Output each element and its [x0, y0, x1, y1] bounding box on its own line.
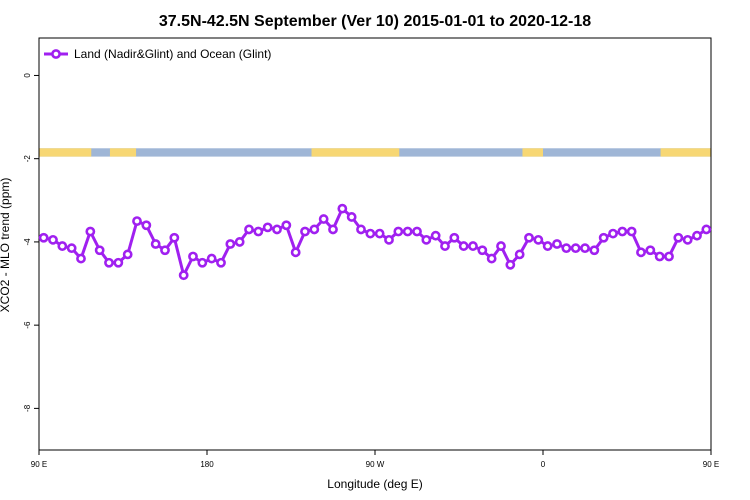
- data-point: [262, 222, 273, 233]
- data-point: [318, 214, 329, 224]
- plot-area: 0 -2 -4 -6 -8 90 E 180 90 W 0 90 E Land (Nadir&Gli…: [23, 37, 719, 469]
- data-point: [468, 241, 478, 251]
- data-point: [402, 226, 413, 237]
- data-point: [393, 226, 404, 237]
- data-point: [337, 203, 348, 214]
- data-point: [290, 247, 301, 258]
- data-point: [692, 230, 702, 241]
- data-point: [505, 259, 516, 270]
- data-point: [384, 234, 394, 245]
- data-point: [580, 243, 590, 254]
- data-point: [244, 224, 254, 235]
- data-point: [514, 249, 525, 260]
- data-point: [66, 243, 77, 254]
- data-point: [253, 226, 264, 237]
- data-point: [197, 257, 208, 268]
- data-point: [85, 226, 96, 237]
- chart-title: 37.5N-42.5N September (Ver 10) 2015-01-0…: [159, 13, 591, 30]
- series-line: [43, 207, 708, 277]
- data-point: [216, 257, 226, 268]
- data-point: [272, 224, 282, 235]
- data-point: [374, 228, 385, 239]
- data-point: [430, 230, 441, 241]
- y-tick-label: 0: [23, 73, 32, 78]
- x-tick-label: 0: [541, 460, 546, 469]
- data-point: [440, 241, 450, 251]
- data-point: [682, 234, 693, 245]
- x-tick-label: 90 W: [366, 460, 385, 469]
- data-point: [365, 228, 376, 239]
- land-segment: [660, 148, 711, 157]
- data-point: [598, 232, 609, 243]
- data-point: [645, 245, 656, 256]
- x-axis-label: Longitude (deg E): [327, 477, 422, 491]
- data-point: [206, 253, 217, 264]
- data-point: [617, 226, 628, 237]
- data-point: [150, 239, 161, 249]
- data-point: [458, 241, 469, 251]
- data-point: [48, 234, 58, 245]
- y-tick-label: -8: [23, 404, 32, 412]
- data-point: [570, 243, 581, 254]
- data-point: [412, 226, 422, 237]
- data-point: [673, 232, 684, 243]
- land-segment: [522, 148, 543, 157]
- data-point: [477, 245, 488, 256]
- land-segment: [109, 148, 137, 157]
- data-point: [654, 251, 665, 262]
- data-point: [533, 234, 544, 245]
- data-point: [104, 257, 114, 268]
- data-point: [122, 249, 133, 260]
- data-point: [234, 237, 245, 247]
- data-point: [626, 226, 637, 237]
- data-point: [160, 245, 170, 256]
- data-point: [300, 226, 310, 237]
- data-point: [356, 224, 366, 235]
- y-axis-label: XCO2 - MLO trend (ppm): [0, 178, 12, 313]
- data-point: [486, 253, 497, 264]
- data-point: [94, 245, 105, 256]
- data-point: [57, 241, 68, 251]
- data-point: [421, 234, 432, 245]
- data-point: [496, 241, 506, 251]
- data-point: [281, 220, 292, 231]
- data-point: [141, 220, 152, 231]
- data-point: [542, 241, 553, 251]
- data-point: [524, 232, 534, 243]
- legend-label: Land (Nadir&Glint) and Ocean (Glint): [74, 47, 271, 61]
- data-point: [38, 232, 49, 243]
- x-tick-label: 180: [200, 460, 214, 469]
- data-point: [552, 239, 562, 249]
- x-tick-label: 90 E: [31, 460, 47, 469]
- legend-swatch-marker: [51, 49, 61, 59]
- data-point: [169, 232, 180, 243]
- data-point: [449, 232, 460, 243]
- data-point: [664, 251, 674, 262]
- plot-frame: [38, 37, 712, 451]
- data-point: [589, 245, 600, 256]
- data-point: [701, 224, 712, 235]
- land-segment: [311, 148, 400, 157]
- data-point: [132, 216, 142, 227]
- y-tick-label: -2: [23, 155, 32, 163]
- data-point: [346, 212, 357, 222]
- x-tick-label: 90 E: [703, 460, 719, 469]
- data-point: [188, 251, 198, 262]
- data-point: [636, 247, 646, 258]
- data-point: [178, 270, 189, 281]
- data-point: [309, 224, 320, 235]
- data-point: [76, 253, 86, 264]
- y-tick-label: -4: [23, 238, 32, 246]
- y-tick-label: -6: [23, 321, 32, 329]
- data-point: [561, 243, 572, 254]
- data-point: [113, 257, 124, 268]
- data-point: [225, 239, 236, 249]
- data-point: [608, 228, 618, 239]
- land-segment: [39, 148, 92, 157]
- data-point: [328, 224, 338, 235]
